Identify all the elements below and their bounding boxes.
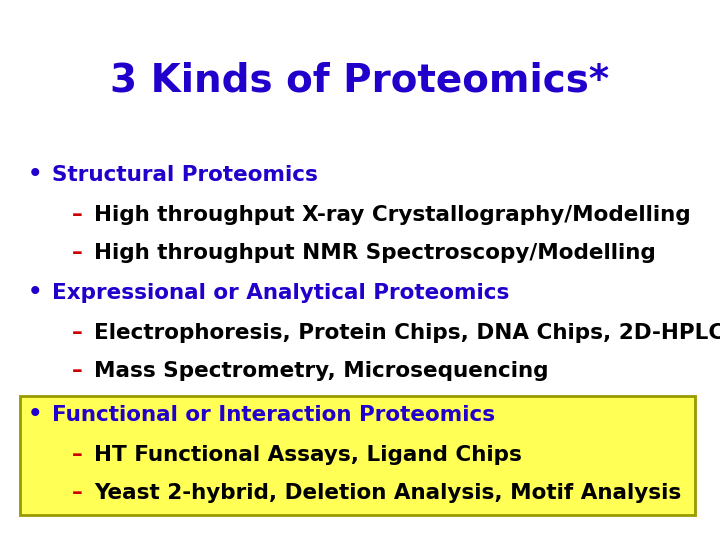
Text: •: • [28, 403, 42, 427]
Text: Mass Spectrometry, Microsequencing: Mass Spectrometry, Microsequencing [94, 361, 549, 381]
Text: Functional or Interaction Proteomics: Functional or Interaction Proteomics [52, 405, 495, 425]
Text: –: – [72, 483, 90, 503]
Text: High throughput X-ray Crystallography/Modelling: High throughput X-ray Crystallography/Mo… [94, 205, 690, 225]
Text: HT Functional Assays, Ligand Chips: HT Functional Assays, Ligand Chips [94, 445, 522, 465]
Text: –: – [72, 243, 90, 263]
Text: Expressional or Analytical Proteomics: Expressional or Analytical Proteomics [52, 283, 509, 303]
Text: –: – [72, 323, 90, 343]
Text: High throughput NMR Spectroscopy/Modelling: High throughput NMR Spectroscopy/Modelli… [94, 243, 656, 263]
Text: Yeast 2-hybrid, Deletion Analysis, Motif Analysis: Yeast 2-hybrid, Deletion Analysis, Motif… [94, 483, 681, 503]
Text: •: • [28, 164, 42, 186]
Bar [20, 396, 695, 515]
Text: 3 Kinds of Proteomics*: 3 Kinds of Proteomics* [110, 61, 610, 99]
Text: Structural Proteomics: Structural Proteomics [52, 165, 318, 185]
Text: –: – [72, 361, 90, 381]
Text: Electrophoresis, Protein Chips, DNA Chips, 2D-HPLC: Electrophoresis, Protein Chips, DNA Chip… [94, 323, 720, 343]
Text: –: – [72, 205, 90, 225]
Text: –: – [72, 445, 90, 465]
Text: •: • [28, 281, 42, 305]
